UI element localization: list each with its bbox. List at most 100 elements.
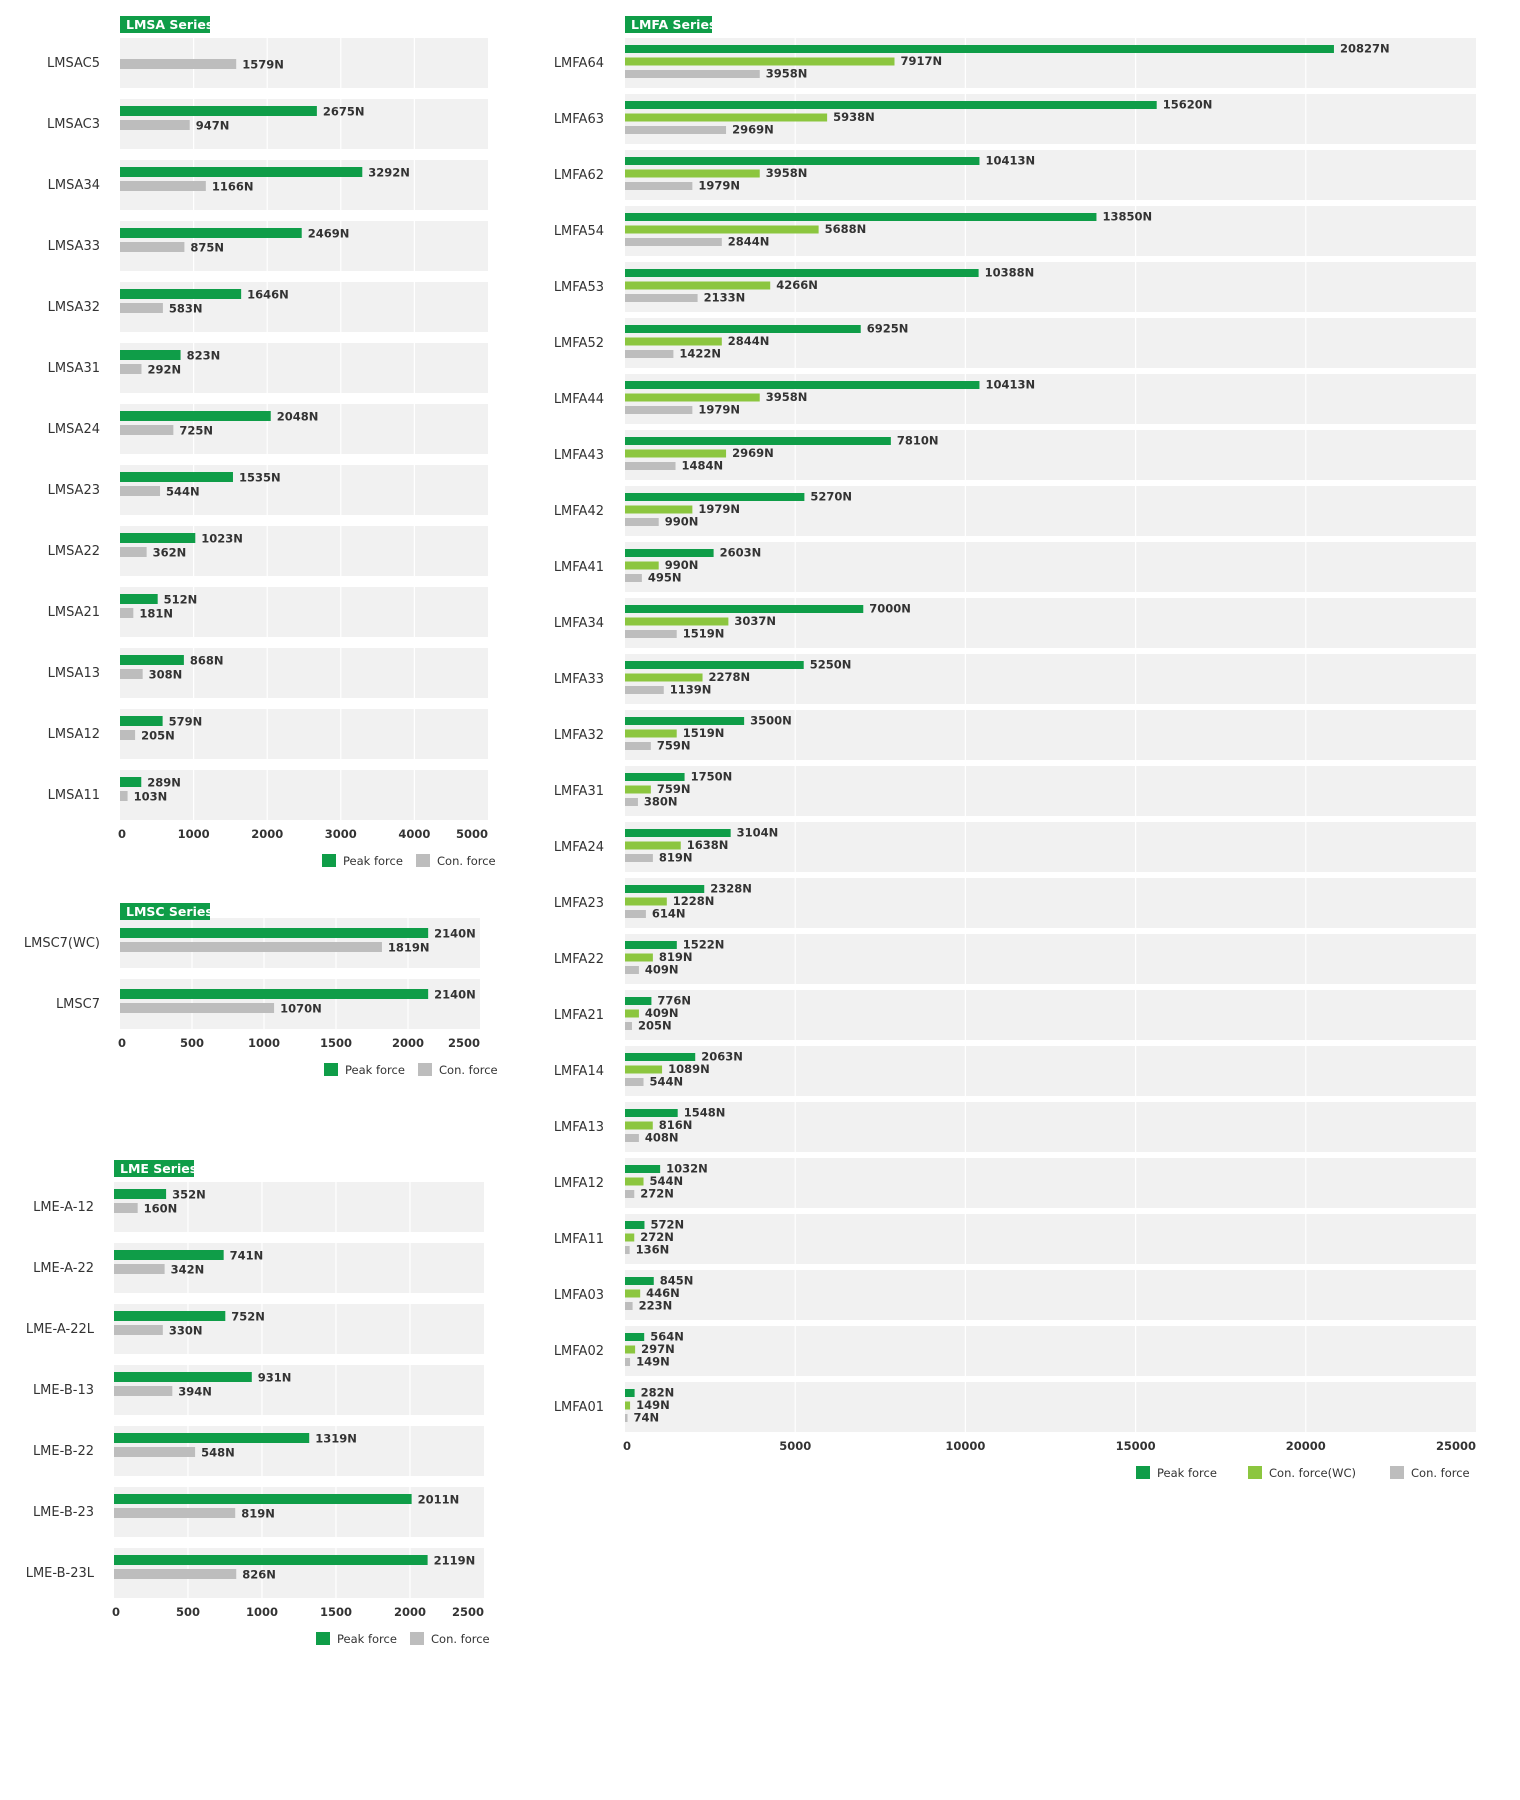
data-label: 103N bbox=[134, 790, 168, 804]
bar-con-force bbox=[114, 1508, 236, 1518]
data-label: 2328N bbox=[710, 882, 752, 896]
data-label: 1166N bbox=[212, 180, 254, 194]
bar-con-force bbox=[120, 608, 134, 618]
tick-label: 2000 bbox=[392, 1036, 424, 1050]
data-label: 845N bbox=[660, 1274, 694, 1288]
bar-peak-force bbox=[625, 493, 805, 501]
row-background bbox=[625, 1046, 1476, 1096]
category-label: LMFA41 bbox=[554, 560, 604, 575]
data-label: 362N bbox=[153, 546, 187, 560]
category-label: LMFA54 bbox=[554, 224, 604, 239]
category-label: LMFA42 bbox=[554, 504, 604, 519]
data-label: 223N bbox=[639, 1299, 673, 1313]
bar-peak-force bbox=[114, 1433, 310, 1443]
tick-label: 2500 bbox=[448, 1036, 480, 1050]
data-label: 544N bbox=[166, 485, 200, 499]
bar-con-force bbox=[625, 966, 639, 974]
bar-peak-force bbox=[114, 1372, 252, 1382]
series-tag bbox=[114, 1160, 194, 1177]
data-label: 1089N bbox=[668, 1062, 710, 1076]
data-label: 1484N bbox=[682, 459, 724, 473]
bar-con-force bbox=[114, 1569, 237, 1579]
data-label: 272N bbox=[640, 1187, 674, 1201]
category-label: LMSC7(WC) bbox=[24, 936, 100, 951]
category-label: LMFA34 bbox=[554, 616, 604, 631]
legend-label: Con. force bbox=[431, 1632, 490, 1646]
bar-con-force bbox=[120, 425, 174, 435]
bar-peak-force bbox=[625, 773, 685, 781]
bar-con-force bbox=[625, 1134, 639, 1142]
category-label: LMFA63 bbox=[554, 112, 604, 127]
data-label: 2140N bbox=[434, 988, 476, 1002]
bar-con-force-wc bbox=[625, 785, 651, 794]
data-label: 289N bbox=[147, 776, 181, 790]
bar-peak-force bbox=[114, 1189, 167, 1199]
category-label: LMFA12 bbox=[554, 1176, 604, 1191]
bar-con-force bbox=[625, 126, 727, 134]
bar-con-force bbox=[114, 1447, 196, 1457]
data-label: 2011N bbox=[418, 1493, 460, 1507]
data-label: 205N bbox=[141, 729, 175, 743]
data-label: 409N bbox=[645, 963, 679, 977]
data-label: 572N bbox=[650, 1218, 684, 1232]
row-background bbox=[120, 770, 488, 820]
category-label: LMFA01 bbox=[554, 1400, 604, 1415]
category-label: LMSA12 bbox=[48, 727, 100, 742]
data-label: 495N bbox=[648, 571, 682, 585]
data-label: 819N bbox=[659, 950, 693, 964]
chart-title: LMFA Series bbox=[631, 17, 716, 32]
data-label: 136N bbox=[636, 1243, 670, 1257]
bar-con-force-wc bbox=[625, 673, 703, 682]
bar-con-force-wc bbox=[625, 841, 681, 850]
data-label: 1548N bbox=[684, 1106, 726, 1120]
data-label: 823N bbox=[187, 349, 221, 363]
bar-peak-force bbox=[625, 325, 861, 333]
category-label: LMFA33 bbox=[554, 672, 604, 687]
data-label: 20827N bbox=[1340, 42, 1390, 56]
bar-peak-force bbox=[120, 989, 429, 999]
row-background bbox=[120, 709, 488, 759]
bar-peak-force bbox=[114, 1555, 428, 1565]
bar-con-force-wc bbox=[625, 169, 760, 178]
category-label: LMSA33 bbox=[48, 239, 100, 254]
tick-label: 0 bbox=[623, 1439, 631, 1453]
data-label: 3958N bbox=[766, 67, 808, 81]
bar-con-force bbox=[625, 294, 698, 302]
bar-con-force bbox=[625, 70, 760, 78]
bar-con-force-wc bbox=[625, 225, 819, 234]
category-label: LMSA31 bbox=[48, 361, 100, 376]
category-label: LMSA24 bbox=[48, 422, 100, 437]
data-label: 181N bbox=[139, 607, 173, 621]
row-background bbox=[625, 934, 1476, 984]
bar-con-force bbox=[114, 1325, 163, 1335]
category-label: LME-B-22 bbox=[33, 1444, 94, 1459]
bar-peak-force bbox=[625, 381, 980, 389]
data-label: 868N bbox=[190, 654, 224, 668]
data-label: 544N bbox=[650, 1174, 684, 1188]
data-label: 2469N bbox=[308, 227, 350, 241]
bar-con-force-wc bbox=[625, 57, 895, 66]
bar-peak-force bbox=[625, 1333, 645, 1341]
data-label: 1579N bbox=[242, 58, 284, 72]
data-label: 1750N bbox=[691, 770, 733, 784]
lmsc-series-chart: LMSC Series LMSC7(WC) 2140N 1819N LMSC7 2140N… bbox=[24, 903, 498, 1077]
bar-con-force bbox=[625, 798, 638, 806]
data-label: 160N bbox=[144, 1202, 178, 1216]
bar-con-force bbox=[120, 1003, 275, 1013]
tick-label: 4000 bbox=[398, 827, 430, 841]
data-label: 10413N bbox=[985, 154, 1035, 168]
category-label: LMSA13 bbox=[48, 666, 100, 681]
tick-label: 2000 bbox=[394, 1605, 426, 1619]
data-label: 759N bbox=[657, 782, 691, 796]
legend-swatch-con-force-wc bbox=[1248, 1466, 1262, 1479]
data-label: 2844N bbox=[728, 235, 770, 249]
bar-con-force bbox=[120, 364, 142, 374]
bar-con-force-wc bbox=[625, 1121, 653, 1130]
lmsa-series-chart: LMSA Series LMSAC5 1579N LMSAC3 2675N 947N LMS… bbox=[47, 16, 496, 868]
data-label: 10413N bbox=[985, 378, 1035, 392]
bar-peak-force bbox=[114, 1311, 226, 1321]
data-label: 544N bbox=[650, 1075, 684, 1089]
data-label: 2048N bbox=[277, 410, 319, 424]
data-label: 446N bbox=[646, 1286, 680, 1300]
bar-peak-force bbox=[120, 533, 196, 543]
